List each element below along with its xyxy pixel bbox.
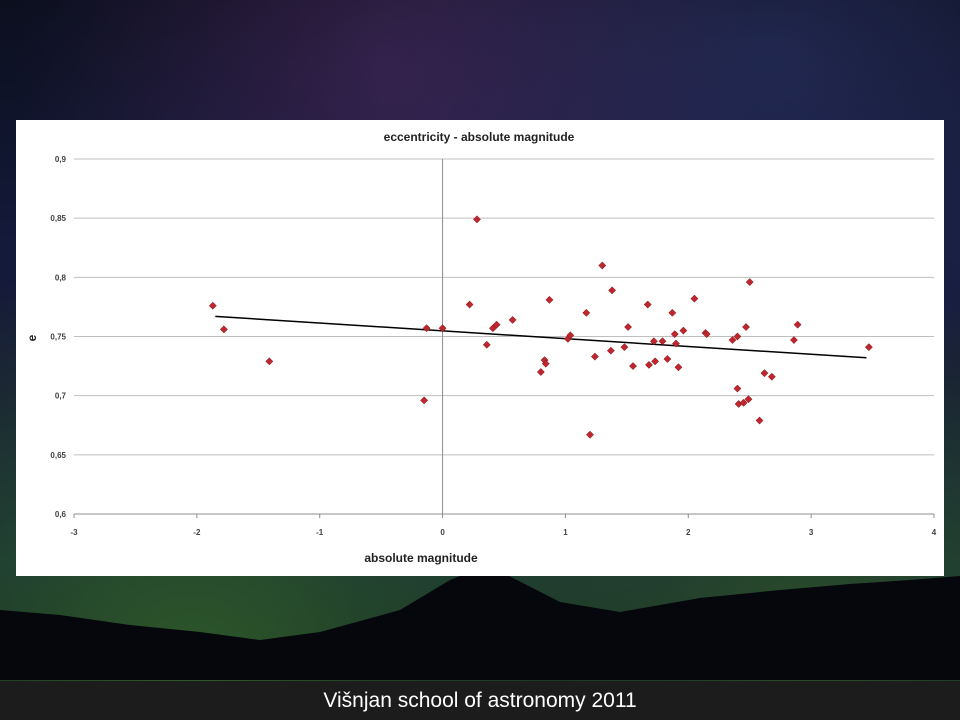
data-points <box>208 215 873 439</box>
chart-title: eccentricity - absolute magnitude <box>384 130 575 144</box>
mountain-silhouette <box>0 568 960 680</box>
data-point <box>624 323 633 331</box>
trendline <box>215 315 867 359</box>
data-point <box>643 300 652 309</box>
data-point <box>793 320 802 329</box>
y-tick-label: 0,75 <box>50 333 66 342</box>
data-point <box>586 430 594 439</box>
data-point <box>465 300 474 309</box>
data-point <box>545 295 554 304</box>
y-tick-label: 0,7 <box>55 392 67 401</box>
data-point <box>482 340 491 349</box>
y-tick-label: 0,8 <box>55 273 67 282</box>
data-point <box>672 339 680 348</box>
data-point <box>208 301 217 310</box>
x-tick-label: 3 <box>809 528 814 537</box>
data-point <box>728 336 737 345</box>
scatter-chart: eccentricity - absolute magnitude 0,60,6… <box>25 130 937 565</box>
gridlines <box>74 158 934 456</box>
data-point <box>606 346 615 355</box>
data-point <box>663 355 672 363</box>
data-point <box>733 332 742 341</box>
data-point <box>598 261 607 270</box>
data-point <box>582 308 591 317</box>
data-point <box>608 286 617 295</box>
x-tick-labels: -3 -2 -1 0 1 2 3 4 <box>70 514 937 537</box>
data-point <box>690 294 699 303</box>
data-point <box>508 315 517 324</box>
x-tick-label: 4 <box>932 528 937 537</box>
data-point <box>566 331 575 340</box>
data-point <box>679 326 688 335</box>
data-point <box>420 396 429 405</box>
x-tick-label: -3 <box>70 528 78 537</box>
data-point <box>702 330 711 339</box>
data-point <box>668 308 677 317</box>
data-point <box>492 320 501 329</box>
data-point <box>473 215 481 224</box>
data-point <box>742 323 750 331</box>
data-point <box>219 325 228 334</box>
data-point <box>649 337 658 346</box>
data-point <box>674 363 683 372</box>
y-axis-title: e <box>25 334 39 341</box>
data-point <box>733 384 742 393</box>
data-point <box>629 362 637 371</box>
chart-panel: eccentricity - absolute magnitude 0,6 0,6… <box>16 120 944 576</box>
data-point <box>864 343 873 352</box>
y-tick-label: 0,6 <box>55 510 67 519</box>
data-point <box>422 324 431 333</box>
data-point <box>767 372 776 381</box>
data-point <box>739 398 748 407</box>
footer-bar: Višnjan school of astronomy 2011 <box>0 681 960 720</box>
data-point <box>620 343 629 352</box>
data-point <box>760 369 769 378</box>
x-tick-label: 1 <box>563 528 568 537</box>
data-point <box>265 357 274 366</box>
data-point <box>438 324 447 333</box>
data-point <box>541 359 550 368</box>
data-point <box>670 330 679 339</box>
data-point <box>789 336 798 345</box>
data-point <box>658 337 667 346</box>
y-tick-labels: 0,6 0,65 0,7 0,75 0,8 0,85 0,9 <box>50 155 66 519</box>
data-point <box>536 368 545 376</box>
data-point <box>645 360 653 369</box>
y-tick-label: 0,85 <box>50 214 66 223</box>
x-tick-label: -1 <box>316 528 324 537</box>
x-tick-label: 0 <box>440 528 445 537</box>
data-point <box>651 357 660 366</box>
footer-text: Višnjan school of astronomy 2011 <box>323 688 637 712</box>
data-point <box>745 278 754 287</box>
data-point <box>590 352 599 361</box>
x-tick-label: 2 <box>686 528 691 537</box>
y-tick-label: 0,9 <box>55 155 67 164</box>
x-axis-title: absolute magnitude <box>364 551 478 565</box>
data-point <box>755 416 764 425</box>
x-tick-label: -2 <box>193 528 201 537</box>
data-point <box>744 395 753 404</box>
y-tick-label: 0,65 <box>50 451 66 460</box>
